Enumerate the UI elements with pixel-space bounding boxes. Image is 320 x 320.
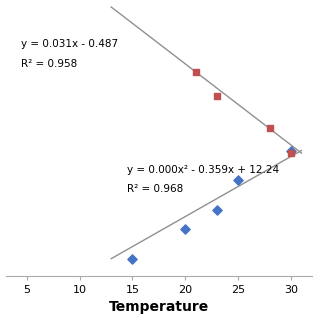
Point bbox=[183, 227, 188, 232]
Point bbox=[214, 94, 220, 99]
X-axis label: Temperature: Temperature bbox=[109, 300, 209, 315]
Text: y = 0.000x² - 0.359x + 12.24: y = 0.000x² - 0.359x + 12.24 bbox=[127, 165, 279, 175]
Point bbox=[267, 126, 272, 131]
Text: R² = 0.958: R² = 0.958 bbox=[21, 59, 78, 69]
Point bbox=[130, 256, 135, 261]
Point bbox=[214, 207, 220, 212]
Point bbox=[193, 69, 198, 75]
Point bbox=[288, 148, 293, 153]
Point bbox=[288, 150, 293, 156]
Text: y = 0.031x - 0.487: y = 0.031x - 0.487 bbox=[21, 39, 118, 49]
Text: R² = 0.968: R² = 0.968 bbox=[127, 184, 183, 194]
Point bbox=[236, 178, 241, 183]
